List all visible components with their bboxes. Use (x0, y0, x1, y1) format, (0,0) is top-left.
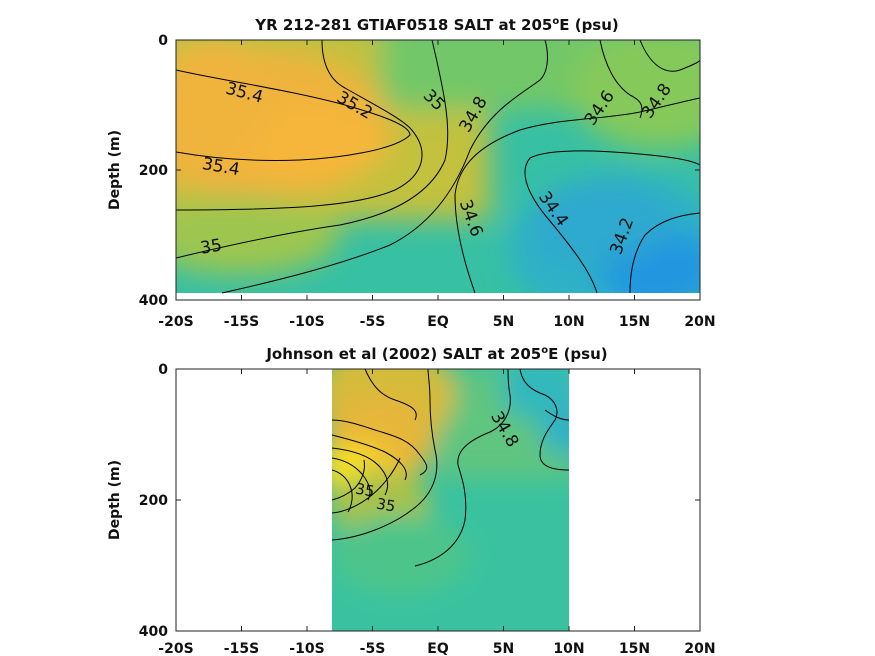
contour-label: 35 (375, 495, 397, 516)
bottom-salinity-field (332, 369, 569, 631)
x-tick-label: -10S (289, 641, 324, 656)
bottom-title: Johnson et al (2002) SALT at 205oE (psu) (265, 345, 607, 363)
x-tick-label: 15N (619, 641, 650, 656)
x-tick-label: 20N (684, 641, 715, 656)
y-tick-label: 0 (158, 362, 168, 378)
x-tick-label: 20N (684, 314, 715, 330)
contour-label: 35 (354, 480, 376, 501)
top-y-tick-labels: 0 200 400 (139, 33, 168, 309)
bottom-x-tick-labels: -20S -15S -10S -5S EQ 5N 10N 15N 20N (158, 641, 715, 656)
top-title: YR 212-281 GTIAF0518 SALT at 205oE (psu) (254, 16, 619, 34)
x-tick-label: 15N (619, 314, 650, 330)
bottom-x-ticks (176, 369, 700, 631)
x-tick-label: 10N (553, 641, 584, 656)
bottom-panel: Johnson et al (2002) SALT at 205oE (psu) (107, 345, 716, 656)
x-tick-label: -15S (224, 641, 259, 656)
bottom-contours (331, 368, 570, 567)
x-tick-label: -5S (360, 314, 386, 330)
x-tick-label: -20S (158, 641, 193, 656)
x-tick-label: 5N (493, 641, 514, 656)
y-tick-label: 400 (139, 293, 168, 309)
x-tick-label: 5N (493, 314, 514, 330)
top-x-tick-labels: -20S -15S -10S -5S EQ 5N 10N 15N 20N (158, 314, 715, 330)
x-tick-label: 10N (553, 314, 584, 330)
y-tick-label: 0 (158, 33, 168, 49)
bottom-y-tick-labels: 0 200 400 (139, 362, 168, 640)
bottom-y-axis-label: Depth (m) (107, 460, 123, 540)
x-tick-label: -20S (158, 314, 193, 330)
x-tick-label: EQ (427, 641, 449, 656)
contour-label: 35 (199, 235, 224, 258)
top-panel: YR 212-281 GTIAF0518 SALT at 205oE (psu) (107, 16, 716, 330)
top-x-ticks (176, 40, 700, 300)
x-tick-label: -5S (360, 641, 386, 656)
x-tick-label: -10S (289, 314, 324, 330)
top-salinity-field (176, 40, 700, 293)
y-tick-label: 200 (139, 163, 168, 179)
top-y-axis-label: Depth (m) (107, 130, 123, 210)
y-tick-label: 400 (139, 624, 168, 640)
x-tick-label: -15S (224, 314, 259, 330)
y-tick-label: 200 (139, 493, 168, 509)
x-tick-label: EQ (427, 314, 449, 330)
top-contours (175, 39, 701, 294)
